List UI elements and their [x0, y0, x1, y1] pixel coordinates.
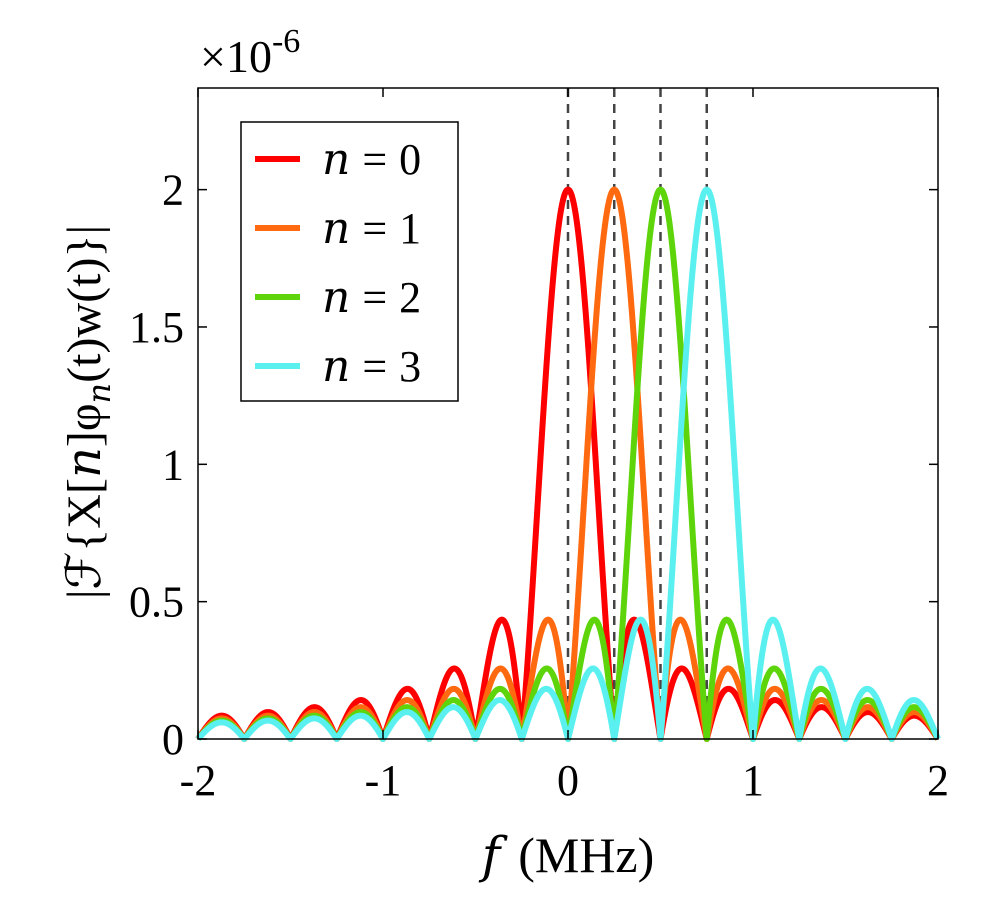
legend-box	[240, 121, 459, 402]
y-tick-label-2: 1	[162, 440, 184, 489]
legend-label-n3: n = 3	[322, 341, 421, 392]
y-tick-label-3: 1.5	[129, 303, 184, 352]
x-axis-label: f (MHz)	[478, 826, 655, 884]
x-tick-label-4: 2	[927, 756, 949, 805]
x-tick-label-0: -2	[180, 756, 217, 805]
reference-lines	[566, 88, 708, 739]
legend: n = 0 n = 1 n = 2 n = 3	[240, 121, 459, 402]
y-tick-label-4: 2	[162, 166, 184, 215]
x-tick-label-1: -1	[365, 756, 402, 805]
series-line-n0	[195, 186, 941, 742]
y-axis-ticks: 0 0.5 1 1.5 2	[129, 166, 938, 764]
y-tick-label-0: 0	[162, 715, 184, 764]
y-tick-label-1: 0.5	[129, 578, 184, 627]
x-tick-label-2: 0	[557, 756, 579, 805]
x-tick-label-3: 1	[742, 756, 764, 805]
y-axis-label: |ℱ{X[n]φn(t)w(t)}|	[56, 225, 118, 599]
legend-label-n1: n = 1	[322, 203, 421, 254]
y-exponent-label: ×10-6	[200, 23, 300, 82]
x-axis-ticks: -2 -1 0 1 2	[180, 88, 949, 805]
legend-label-n0: n = 0	[322, 134, 421, 185]
legend-label-n2: n = 2	[322, 272, 421, 323]
